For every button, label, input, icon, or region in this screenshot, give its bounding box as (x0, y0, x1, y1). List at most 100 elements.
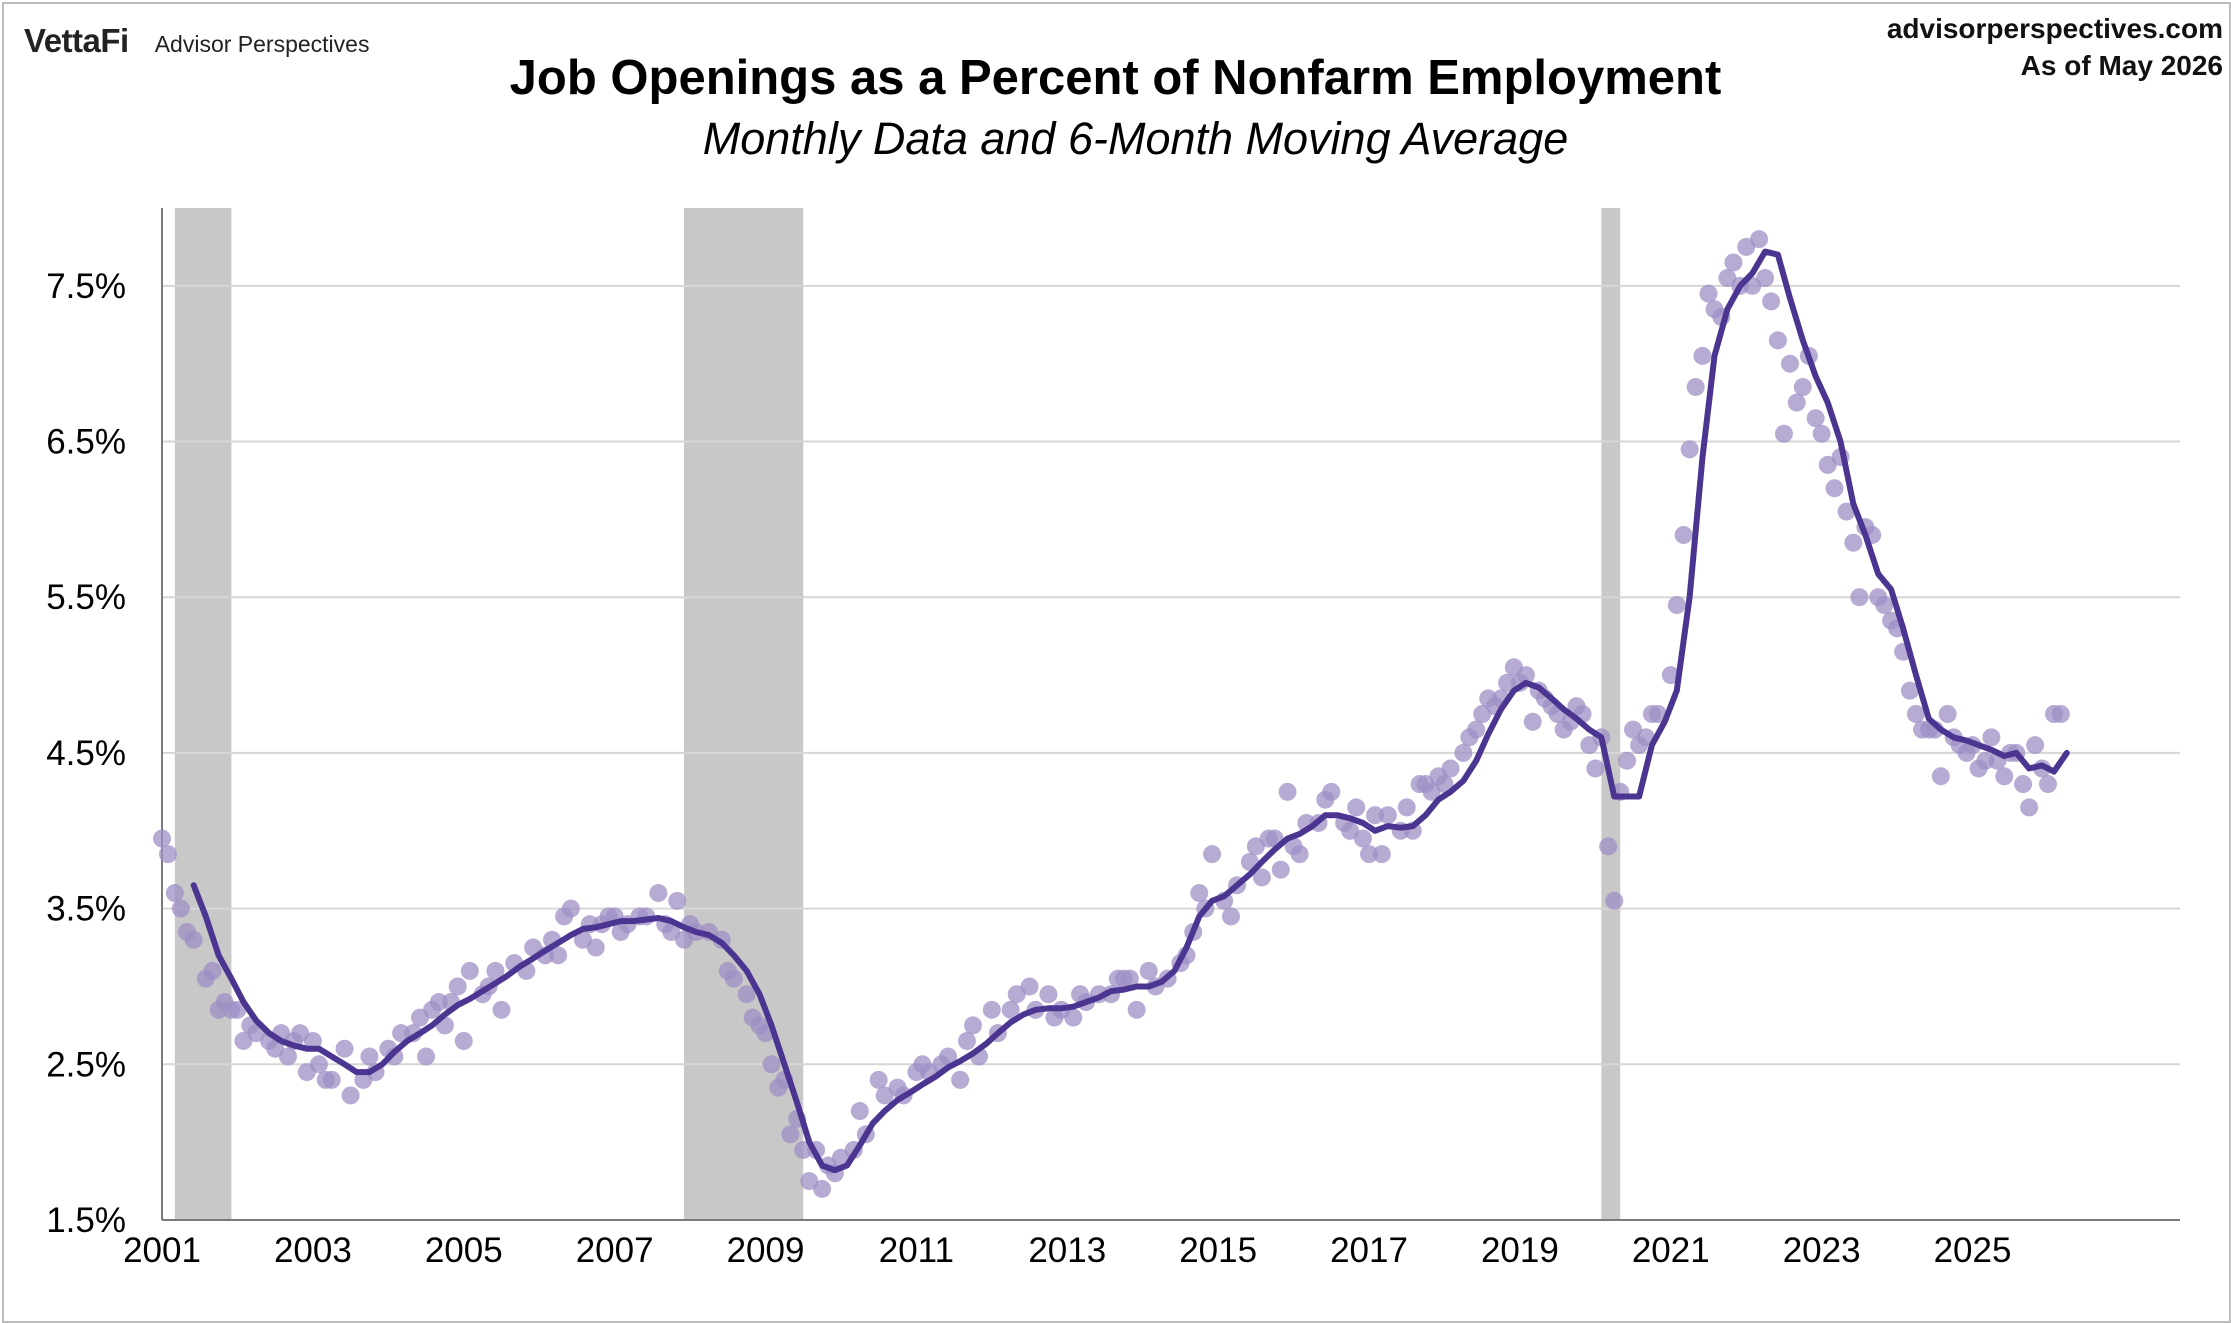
recession-bands (174, 208, 1621, 1220)
data-point (1120, 969, 1139, 988)
y-tick-labels: 1.5% 2.5% 3.5% 4.5% 5.5% 6.5% 7.5% (46, 267, 126, 1240)
y-tick-label: 3.5% (46, 890, 126, 929)
data-point (1787, 393, 1806, 412)
data-point (2051, 705, 2070, 723)
data-point (1221, 907, 1240, 926)
data-point (1793, 378, 1812, 397)
data-point (341, 1086, 360, 1105)
recession-band-3 (1601, 208, 1621, 1220)
data-point (1039, 985, 1058, 1004)
y-tick-label: 6.5% (46, 423, 126, 462)
data-point (1353, 829, 1372, 848)
data-point (2020, 798, 2039, 817)
data-point (492, 1000, 511, 1019)
data-point (1724, 253, 1743, 272)
data-point (1127, 1000, 1146, 1019)
data-point (1750, 230, 1769, 249)
data-point (1850, 588, 1869, 607)
data-point (724, 969, 743, 988)
source-block: advisorperspectives.com As of May 2026 (1887, 10, 2223, 84)
data-point (1001, 1000, 1020, 1019)
data-point (203, 961, 222, 980)
x-tick-label: 2025 (1934, 1231, 2012, 1270)
data-point (159, 845, 178, 864)
data-point (309, 1055, 328, 1074)
data-point (762, 1055, 781, 1074)
data-point (171, 899, 190, 918)
recession-band-2 (684, 208, 804, 1220)
x-tick-label: 2009 (727, 1231, 805, 1270)
site-url: advisorperspectives.com (1886, 13, 2223, 44)
data-point (1020, 977, 1039, 996)
x-tick-labels: 2001 2003 2005 2007 2009 2011 2013 2015 2017 2019… (123, 1231, 2011, 1270)
data-point (454, 1031, 473, 1050)
data-point (2038, 775, 2057, 794)
x-tick-label: 2015 (1179, 1231, 1257, 1270)
x-tick-label: 2001 (123, 1231, 201, 1270)
data-point (1774, 424, 1793, 443)
data-point (1586, 759, 1605, 778)
x-tick-label: 2013 (1028, 1231, 1106, 1270)
y-tick-label: 1.5% (46, 1201, 126, 1240)
data-point (1995, 767, 2014, 786)
data-point (939, 1047, 958, 1066)
data-point (448, 977, 467, 996)
data-point (322, 1070, 341, 1089)
data-point (1360, 845, 1379, 864)
x-tick-label: 2003 (274, 1231, 352, 1270)
data-point (869, 1070, 888, 1089)
data-point (1825, 479, 1844, 498)
data-point (278, 1047, 297, 1066)
data-point (1322, 782, 1341, 801)
data-point (2014, 775, 2033, 794)
as-of-date: As of May 2026 (2020, 50, 2223, 81)
data-point (1844, 533, 1863, 552)
monthly-data-points (153, 230, 2070, 1198)
chart-subtitle: Monthly Data and 6-Month Moving Average (702, 113, 1569, 164)
x-tick-label: 2007 (576, 1231, 654, 1270)
data-point (1435, 775, 1454, 794)
data-point (1900, 681, 1919, 700)
data-point (460, 961, 479, 980)
data-point (1290, 845, 1309, 864)
x-tick-label: 2017 (1330, 1231, 1408, 1270)
x-tick-label: 2019 (1481, 1231, 1559, 1270)
x-tick-label: 2021 (1632, 1231, 1710, 1270)
data-point (1605, 891, 1624, 910)
data-point (1498, 673, 1517, 692)
data-point (1372, 845, 1391, 864)
data-point (335, 1039, 354, 1058)
axes (161, 208, 2180, 1221)
data-point (417, 1047, 436, 1066)
x-tick-label: 2011 (879, 1231, 954, 1270)
data-point (2026, 736, 2045, 755)
gridlines (162, 284, 2180, 1066)
data-point (1618, 751, 1637, 770)
vettafi-logo: VettaFi (24, 22, 129, 59)
data-point (1366, 806, 1385, 825)
data-point (1378, 806, 1397, 825)
data-point (1064, 1008, 1083, 1027)
data-point (228, 1000, 247, 1019)
data-point (1599, 837, 1618, 856)
moving-average-series (190, 248, 2070, 1174)
data-point (1756, 269, 1775, 288)
data-point (1203, 845, 1222, 864)
data-point (850, 1102, 869, 1121)
recession-band-1 (174, 208, 232, 1220)
data-point (1454, 743, 1473, 762)
data-point (360, 1047, 379, 1066)
data-point (1806, 409, 1825, 428)
y-tick-label: 7.5% (46, 267, 126, 306)
brand-name: Advisor Perspectives (154, 31, 370, 57)
data-point (1516, 666, 1535, 685)
data-point (165, 884, 184, 903)
data-point (963, 1016, 982, 1035)
data-point (1762, 292, 1781, 311)
data-point (1252, 868, 1271, 887)
data-point (586, 938, 605, 957)
data-point (951, 1070, 970, 1089)
data-point (549, 946, 568, 965)
data-point (1190, 884, 1209, 903)
